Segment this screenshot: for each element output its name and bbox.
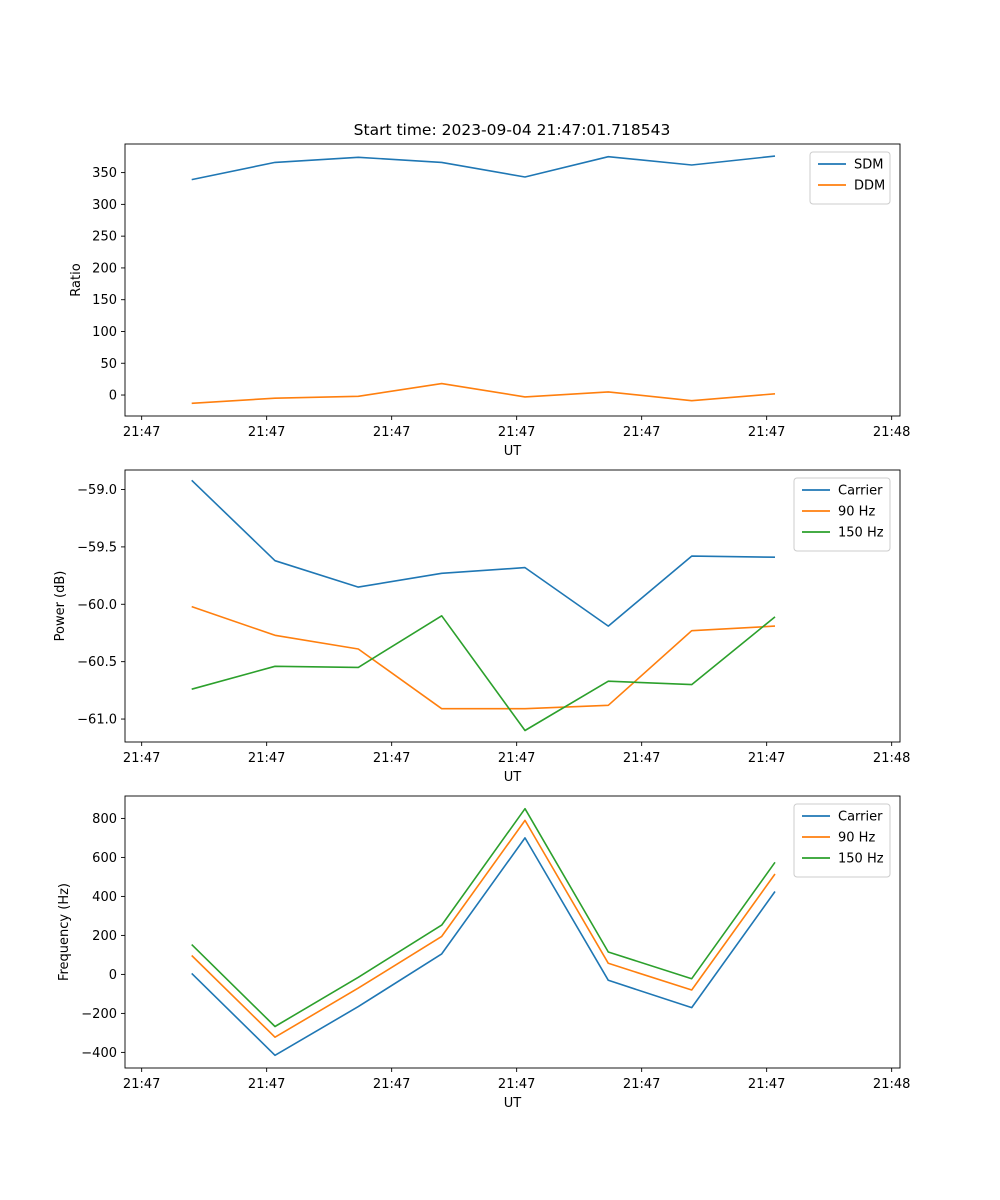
- figure-title: Start time: 2023-09-04 21:47:01.718543: [354, 121, 671, 139]
- x-tick-label: 21:47: [123, 425, 160, 440]
- x-tick-label: 21:47: [373, 425, 410, 440]
- y-tick-label: 0: [109, 968, 117, 983]
- plot-frequency: 21:47 21:47 21:47 21:47 21:47 21:47 21:48 −400 −…: [57, 795, 910, 1111]
- legend-label: Carrier: [838, 484, 883, 499]
- y-axis-label: Frequency (Hz): [57, 883, 72, 981]
- x-tick-label: 21:48: [873, 425, 910, 440]
- x-tick-label: 21:47: [248, 1077, 285, 1092]
- legend-label: Carrier: [838, 810, 883, 825]
- x-tick-label: 21:47: [498, 1077, 535, 1092]
- x-tick-label: 21:47: [623, 1077, 660, 1092]
- legend-label: 90 Hz: [838, 505, 875, 520]
- x-tick-label: 21:47: [123, 1077, 160, 1092]
- y-tick-label: −60.5: [77, 655, 117, 670]
- x-axis-label: UT: [504, 1096, 522, 1111]
- y-axis-label: Power (dB): [53, 571, 68, 642]
- legend-label: SDM: [854, 158, 883, 173]
- x-tick-label: 21:47: [623, 751, 660, 766]
- y-tick-label: 600: [92, 851, 117, 866]
- x-tick-label: 21:47: [248, 751, 285, 766]
- series-line-carrier: [191, 837, 776, 1057]
- plot-power: 21:47 21:47 21:47 21:47 21:47 21:47 21:48 −61.0…: [53, 469, 910, 785]
- y-tick-label: −61.0: [77, 713, 117, 728]
- series-line-90-hz: [191, 605, 776, 710]
- y-tick-label: −200: [81, 1007, 117, 1022]
- x-tick-label: 21:48: [873, 751, 910, 766]
- x-tick-label: 21:47: [123, 751, 160, 766]
- axes-frame: [124, 795, 901, 1069]
- y-tick-label: 800: [92, 812, 117, 827]
- y-tick-label: 250: [92, 230, 117, 245]
- x-tick-label: 21:47: [498, 425, 535, 440]
- y-tick-label: 200: [92, 261, 117, 276]
- series-line-sdm: [191, 155, 776, 181]
- series-line-150-hz: [191, 807, 776, 1028]
- series-line-150-hz: [191, 614, 776, 732]
- axes-frame: [124, 143, 901, 417]
- x-tick-label: 21:47: [373, 1077, 410, 1092]
- x-tick-label: 21:47: [623, 425, 660, 440]
- y-tick-label: 0: [109, 389, 117, 404]
- y-tick-label: −59.0: [77, 483, 117, 498]
- legend-label: 150 Hz: [838, 526, 884, 541]
- x-tick-label: 21:47: [748, 1077, 785, 1092]
- x-tick-label: 21:47: [748, 751, 785, 766]
- series-line-carrier: [191, 479, 776, 627]
- y-tick-label: −400: [81, 1046, 117, 1061]
- series-line-90-hz: [191, 819, 776, 1038]
- x-tick-label: 21:47: [373, 751, 410, 766]
- x-tick-label: 21:47: [748, 425, 785, 440]
- y-axis-label: Ratio: [69, 263, 84, 296]
- legend-label: DDM: [854, 179, 885, 194]
- y-tick-label: 150: [92, 293, 117, 308]
- x-axis-label: UT: [504, 444, 522, 459]
- y-tick-label: −59.5: [77, 540, 117, 555]
- legend-label: 150 Hz: [838, 852, 884, 867]
- series-line-ddm: [191, 382, 776, 405]
- y-tick-label: 50: [100, 357, 117, 372]
- y-tick-label: 400: [92, 890, 117, 905]
- plot-ratio: 21:47 21:47 21:47 21:47 21:47 21:47 21:48 0 50 10…: [69, 143, 910, 459]
- y-tick-label: 300: [92, 198, 117, 213]
- x-tick-label: 21:47: [248, 425, 285, 440]
- x-axis-label: UT: [504, 770, 522, 785]
- legend-box: [809, 151, 891, 205]
- y-tick-label: 200: [92, 929, 117, 944]
- axes-frame: [124, 469, 901, 743]
- y-tick-label: 350: [92, 166, 117, 181]
- legend-label: 90 Hz: [838, 831, 875, 846]
- x-tick-label: 21:47: [498, 751, 535, 766]
- y-tick-label: 100: [92, 325, 117, 340]
- y-tick-label: −60.0: [77, 598, 117, 613]
- x-tick-label: 21:48: [873, 1077, 910, 1092]
